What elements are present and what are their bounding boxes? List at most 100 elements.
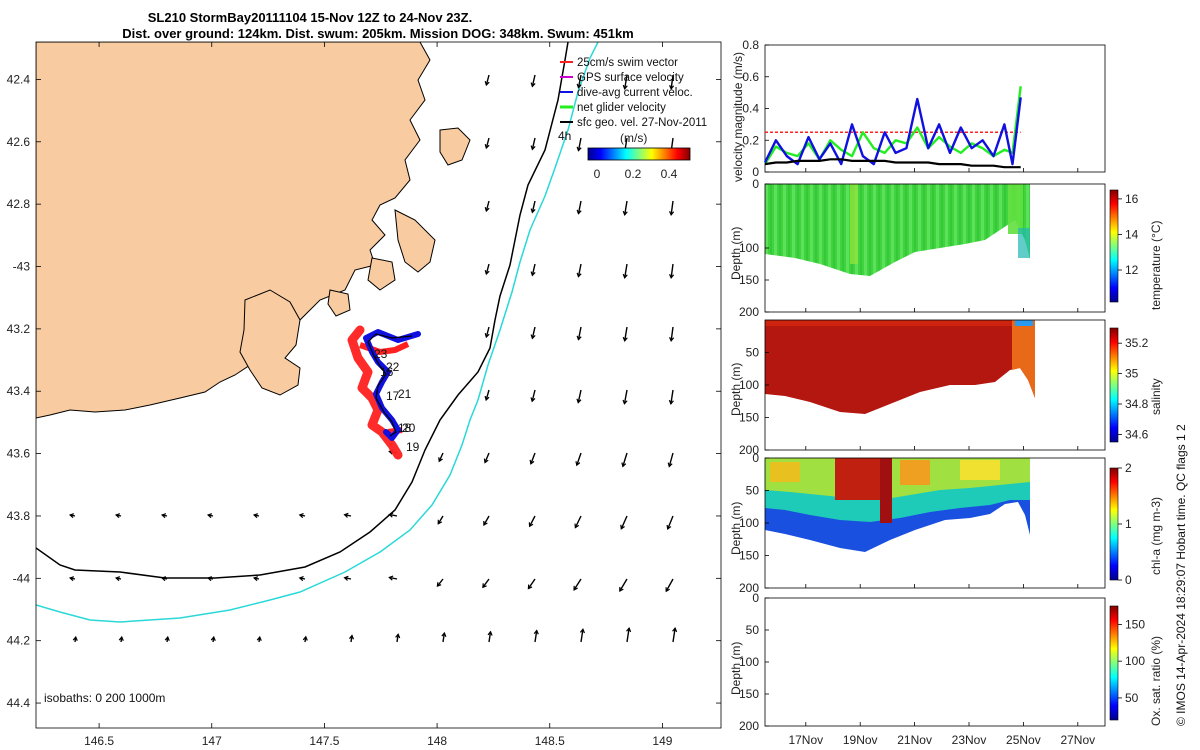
geo-arrow <box>531 137 536 150</box>
geo-arrow-head <box>441 631 447 637</box>
geo-arrow <box>667 515 674 530</box>
map-xtick-label: 149 <box>652 734 672 748</box>
title-line-1: SL210 StormBay20111104 15-Nov 12Z to 24-… <box>148 10 472 25</box>
geo-arrow-head <box>252 513 259 519</box>
salinity-ytick-label: 50 <box>746 346 760 360</box>
map-colorbar: (m/s) 0 0.2 0.4 <box>587 131 691 181</box>
geo-arrow-head <box>343 512 349 518</box>
salinity-top-band <box>765 320 1025 326</box>
chla-cbar-tick-label: 2 <box>1125 461 1132 475</box>
geo-arrow-head <box>348 634 355 640</box>
geo-arrow <box>485 389 490 401</box>
geo-arrow <box>670 389 674 404</box>
geo-arrow <box>484 452 490 463</box>
map-frame <box>35 41 722 729</box>
geo-arrow <box>488 631 492 643</box>
time-xtick-label: 25Nov <box>1006 733 1041 747</box>
geo-arrow <box>527 578 536 589</box>
track-day-17: 17 <box>386 389 400 403</box>
geo-arrow <box>485 263 490 275</box>
temperature-colorbar <box>1109 189 1119 303</box>
chla-bloom-patch <box>835 458 885 500</box>
geo-arrow <box>531 263 536 276</box>
salinity-fresh-cap <box>1015 320 1033 326</box>
chla-yellow-band <box>960 460 1000 480</box>
velocity-ticks: 0 0.2 0.4 0.6 0.8 <box>742 38 769 179</box>
velocity-series-line <box>764 158 1021 169</box>
geo-arrow-head <box>438 457 443 463</box>
geo-arrow-head <box>530 334 536 340</box>
chla-west-patch <box>770 462 800 482</box>
geo-arrow-head <box>669 273 675 280</box>
title-line-2: Dist. over ground: 124km. Dist. swum: 20… <box>122 26 634 41</box>
geo-arrow-head <box>527 584 533 590</box>
track-swim-vectors <box>347 325 403 460</box>
geo-arrow-head <box>579 628 586 634</box>
geo-arrow-head <box>484 206 490 213</box>
oxygen-cbar-tick-label: 100 <box>1125 654 1145 668</box>
geo-arrow-head <box>626 627 632 633</box>
geo-arrow <box>482 578 490 588</box>
geo-arrow-head <box>619 587 624 593</box>
geo-arrow-head <box>575 461 581 467</box>
temperature-cbar-tick-label: 16 <box>1125 192 1139 206</box>
temperature-cbar-tick-label: 14 <box>1125 227 1139 241</box>
velocity-series-line <box>763 97 1022 166</box>
salinity-cbar-tick-label: 35 <box>1125 367 1139 381</box>
chla-cbar-label: chl-a (mg m-3) <box>1149 497 1163 575</box>
map-ytick-label: -43 <box>13 260 31 274</box>
chla-ytick-label: 100 <box>739 516 759 530</box>
chla-cbar-tick-label: 0 <box>1125 573 1132 587</box>
time-xtick-label: 19Nov <box>843 733 878 747</box>
geo-arrow <box>531 326 536 339</box>
map-axes: 23 22 16 21 17 20 18 19 4h 25cm/s swim v… <box>7 41 722 748</box>
geo-arrow <box>528 515 536 527</box>
map-colorbar-bar <box>587 147 691 161</box>
geo-arrow <box>577 137 582 151</box>
geo-arrow-head <box>483 458 489 464</box>
map-xtick-label: 147 <box>202 734 222 748</box>
geo-arrow-head <box>206 513 213 519</box>
geo-arrow <box>619 578 628 592</box>
salinity-panel: 50 100 150 200 Depth (m) 34.6 34.8 35 35.2 sal… <box>729 319 1163 457</box>
geo-arrow <box>624 200 628 215</box>
map-colorbar-label: (m/s) <box>620 131 647 145</box>
chla-colorbar-ticks: 0 1 2 <box>1118 461 1132 587</box>
geo-arrow <box>442 632 446 643</box>
geo-arrow-head <box>388 575 394 581</box>
legend-current-label: dive-avg current veloc. <box>577 87 693 99</box>
map-ytick-label: 42.6 <box>7 135 31 149</box>
map-ytick-label: 44.4 <box>7 696 31 710</box>
map-ytick-label: -44 <box>13 571 31 585</box>
geo-arrow <box>389 513 398 517</box>
isobath-label: isobaths: 0 200 1000m <box>44 691 165 705</box>
track-line <box>367 333 413 437</box>
time-xtick-label: 27Nov <box>1060 733 1095 747</box>
map-colorbar-tick-0: 0 <box>594 167 601 181</box>
isobath-1000m <box>36 42 599 623</box>
salinity-ytick-label: 100 <box>739 378 759 392</box>
geo-arrow <box>531 200 536 213</box>
geo-arrow <box>670 326 674 341</box>
map-ticks: 146.5 147 147.5 148 148.5 149 42.4 42.6 42.8 -43 4… <box>7 42 721 748</box>
geo-arrow <box>620 515 628 530</box>
footer-credit: © IMOS 14-Apr-2024 18:29:07 Hobart time.… <box>1174 424 1188 726</box>
geo-arrow-head <box>530 397 536 403</box>
geo-arrow-head <box>622 336 628 342</box>
map-xtick-label: 148 <box>427 734 447 748</box>
salinity-field <box>765 320 1035 414</box>
geo-arrow-head <box>343 575 349 581</box>
velocity-series <box>763 86 1022 169</box>
velocity-ytick-label: 0.8 <box>742 38 759 52</box>
land-islet-2 <box>327 289 351 317</box>
velocity-ytick-label: 0 <box>752 165 759 179</box>
map-xtick-label: 146.5 <box>84 734 114 748</box>
oxygen-ylabel: Depth (m) <box>729 642 743 695</box>
temperature-ytick-label: 150 <box>739 273 759 287</box>
geo-arrow-head <box>574 523 580 529</box>
glider-track <box>347 325 421 460</box>
temperature-warm-streak-1 <box>850 184 858 264</box>
map-ytick-label: 43.2 <box>7 322 31 336</box>
oxygen-cbar-label: Ox. sat. ratio (%) <box>1149 636 1163 726</box>
salinity-east-band <box>1012 320 1035 398</box>
